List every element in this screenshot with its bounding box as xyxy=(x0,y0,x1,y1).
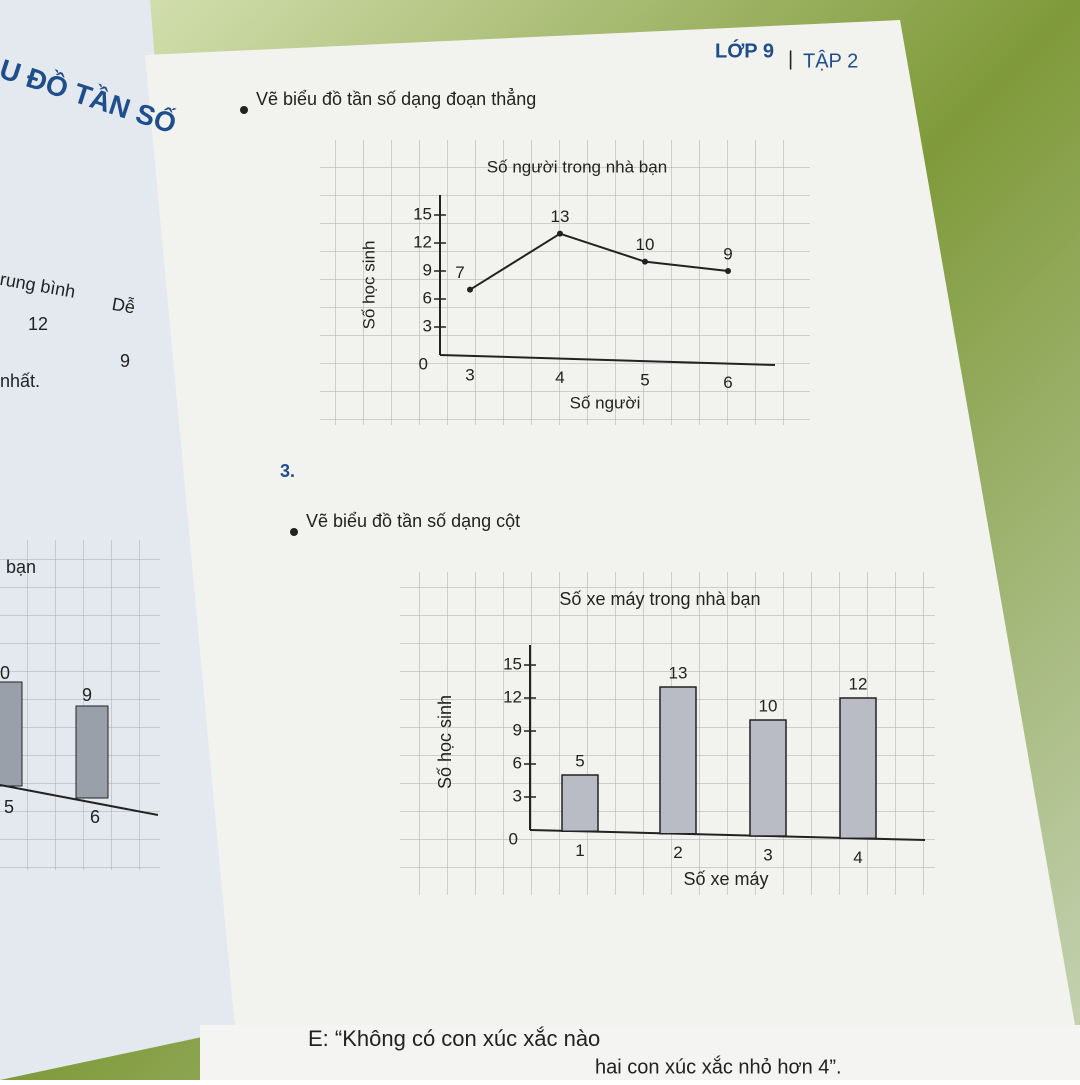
x-tick-label: 6 xyxy=(723,373,732,392)
point xyxy=(557,230,563,237)
bullet-text: Vẽ biểu đồ tần số dạng đoạn thẳng xyxy=(256,88,536,109)
line xyxy=(469,232,729,291)
left-chart-title: bạn xyxy=(6,557,36,577)
bar xyxy=(561,774,599,833)
footer-text: hai con xúc xắc nhỏ hơn 4”. xyxy=(595,1055,842,1078)
y-axis-label: Số học sinh xyxy=(359,241,378,330)
x-tick-label: 3 xyxy=(465,365,474,384)
bar xyxy=(839,697,877,840)
bullet xyxy=(290,528,298,536)
bullet xyxy=(240,106,248,114)
data-label: 9 xyxy=(723,244,732,263)
data-label: 7 xyxy=(455,263,464,282)
left-bar-label: 9 xyxy=(82,685,92,705)
y-tick-label: 12 xyxy=(503,687,522,706)
x-tick-label: 3 xyxy=(763,846,772,865)
next-page xyxy=(200,1025,1080,1080)
x-axis-label: Số người xyxy=(570,393,641,412)
left-bar xyxy=(0,681,23,787)
data-label: 12 xyxy=(849,674,868,693)
point xyxy=(642,258,648,265)
volume: TẬP 2 xyxy=(803,49,858,72)
bar xyxy=(659,686,697,835)
data-label: 10 xyxy=(636,235,655,254)
left-table-cell: 12 xyxy=(28,314,48,334)
left-table-cell: 9 xyxy=(120,351,130,371)
x-axis-label: Số xe máy xyxy=(683,869,768,889)
point xyxy=(467,286,473,293)
section-number: 3. xyxy=(280,461,295,481)
left-x-label: 5 xyxy=(4,797,14,817)
left-bar-label: 0 xyxy=(0,663,10,683)
y-tick-label: 3 xyxy=(423,316,432,335)
y-tick-label: 3 xyxy=(513,786,522,805)
x-tick-label: 4 xyxy=(555,368,564,387)
left-table-cell: Dễ xyxy=(110,293,136,318)
y-tick-label: 6 xyxy=(513,753,522,772)
y-tick-label: 15 xyxy=(413,204,432,223)
x-tick-label: 4 xyxy=(853,848,862,867)
left-text: nhất. xyxy=(0,371,40,391)
grade: LỚP 9 xyxy=(715,38,774,62)
y-axis-label: Số học sinh xyxy=(435,695,455,789)
x-tick-label: 5 xyxy=(640,371,649,390)
left-grid xyxy=(0,540,160,870)
left-x-label: 6 xyxy=(90,807,100,827)
data-label: 5 xyxy=(575,751,584,770)
chart-title: Số xe máy trong nhà bạn xyxy=(559,589,760,609)
x-tick-label: 1 xyxy=(575,841,584,860)
divider: | xyxy=(788,48,793,70)
y-tick-label: 9 xyxy=(513,720,522,739)
data-label: 10 xyxy=(759,696,778,715)
data-label: 13 xyxy=(669,663,688,682)
y-tick-label: 0 xyxy=(509,829,518,848)
bar xyxy=(749,719,787,837)
y-tick-label: 15 xyxy=(503,654,522,673)
footer-text: E: “Không có con xúc xắc nào xyxy=(308,1026,600,1051)
bullet-text: Vẽ biểu đồ tần số dạng cột xyxy=(306,511,520,531)
y-tick-label: 0 xyxy=(419,354,428,373)
x-tick-label: 2 xyxy=(673,843,682,862)
left-bar xyxy=(75,705,109,799)
data-label: 13 xyxy=(551,207,570,226)
left-axis xyxy=(0,784,159,816)
chart-title: Số người trong nhà bạn xyxy=(487,157,667,176)
x-axis xyxy=(439,354,776,366)
y-tick-label: 12 xyxy=(413,232,432,251)
y-tick-label: 6 xyxy=(423,288,432,307)
point xyxy=(725,268,731,274)
chart-1-grid xyxy=(320,140,810,425)
y-tick-label: 9 xyxy=(423,260,432,279)
